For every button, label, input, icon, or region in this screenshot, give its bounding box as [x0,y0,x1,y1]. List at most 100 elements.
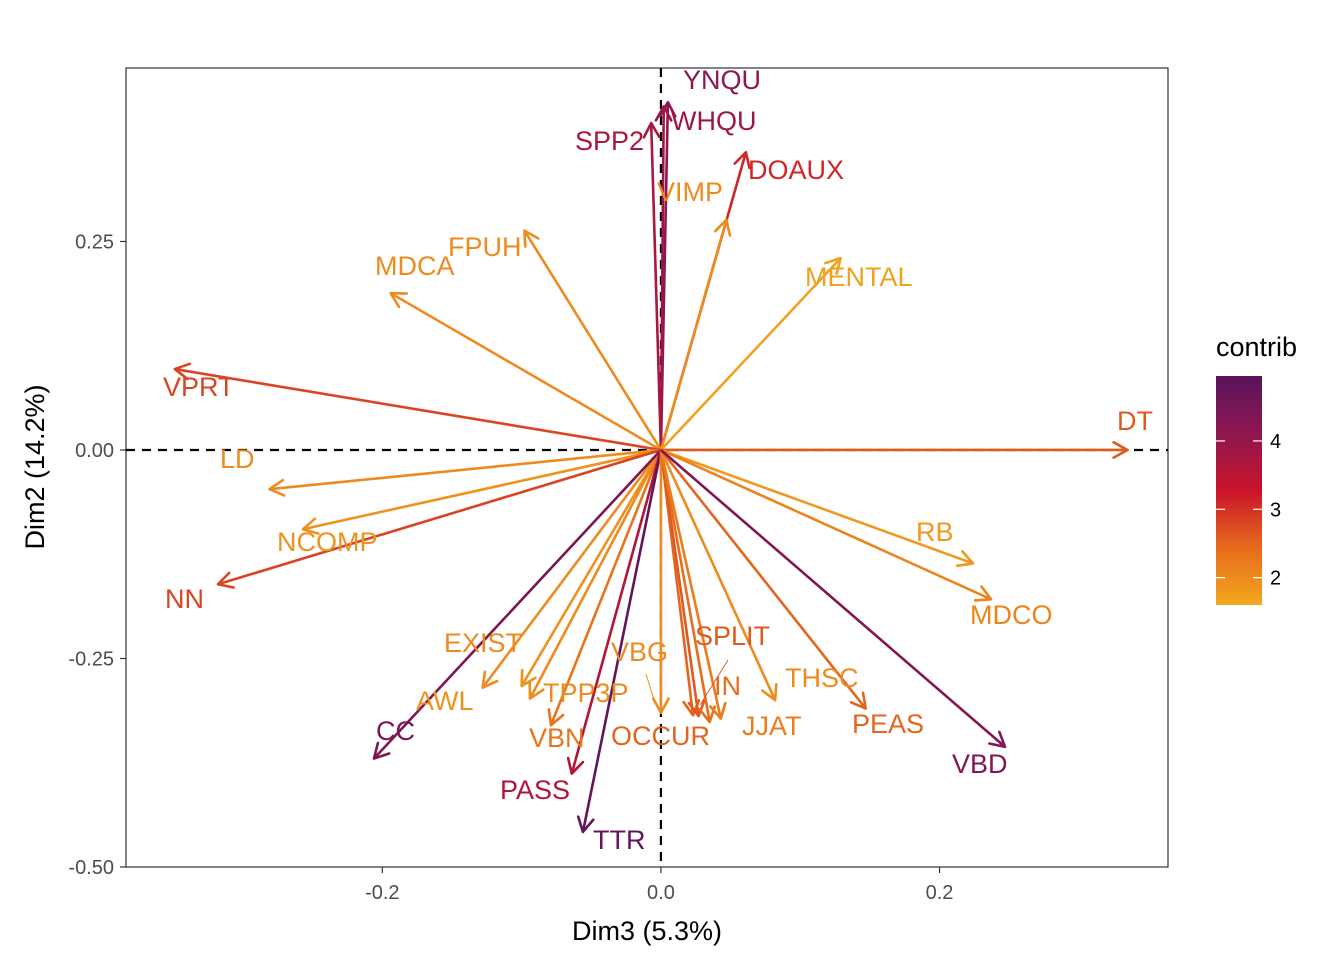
arrowhead-awl [520,668,537,688]
arrow-vprt [174,367,662,452]
x-tick-label: 0.0 [647,882,675,904]
arrow-fpuh [523,229,663,451]
label-cc: CC [376,716,415,746]
y-tick-label: 0.25 [75,231,114,253]
label-mdca: MDCA [375,251,455,281]
arrow-cc [373,449,662,760]
arrowhead-vimp [713,218,732,237]
x-tick-label: -0.2 [365,882,399,904]
arrow-whqu [659,106,666,450]
label-vbg: VBG [611,637,668,667]
arrowhead-exist [481,670,499,689]
arrowhead-pass [566,756,585,775]
label-vprt: VPRT [163,372,235,402]
arrow-tpp3p [528,449,663,700]
label-fpuh: FPUH [448,232,522,262]
arrow-ncomp [302,448,662,531]
arrowhead-spp2 [642,121,661,139]
legend-ticks: 2 3 4 [1216,431,1281,590]
arrow-jjat [659,449,723,719]
y-tick-label: -0.25 [68,648,114,670]
arrowhead-vbd [988,730,1007,749]
x-axis-label: Dim3 (5.3%) [572,916,722,946]
legend-tick-label: 4 [1270,431,1281,453]
x-tick-label: 0.2 [926,882,954,904]
arrow-mdco [660,448,992,601]
arrow-pass [570,449,663,774]
arrowhead-doaux [733,150,751,170]
arrowhead-in [698,705,717,724]
label-ynqu: YNQU [683,65,761,95]
arrowhead-ncomp [301,517,320,535]
label-tpp3p: TPP3P [543,678,629,708]
label-rb: RB [916,517,954,547]
label-occur: OCCUR [611,721,710,751]
arrowhead-thsc [761,682,778,702]
arrow-thsc [659,449,777,701]
arrowhead-nn [216,571,235,589]
y-tick-label: -0.50 [68,857,114,879]
label-jjat: JJAT [742,711,802,741]
label-doaux: DOAUX [748,155,844,185]
arrow-vimp [659,219,728,451]
arrowhead-peas [849,691,868,710]
legend-colorbar [1216,376,1262,605]
label-ttr: TTR [593,825,645,855]
arrow-vbn [549,449,663,726]
x-axis: -0.2 0.0 0.2 [365,867,953,904]
label-vbn: VBN [529,723,585,753]
arrow-vbd [660,449,1006,748]
legend-title: contrib [1216,332,1297,362]
legend-tick-label: 2 [1270,568,1281,590]
arrow-mdca [390,292,662,452]
arrowhead-rb [955,550,975,568]
arrow-rb [660,448,974,565]
arrow-awl [520,449,663,687]
label-mdco: MDCO [970,600,1053,630]
arrowhead-vprt [173,362,192,381]
label-in: IN [714,671,741,701]
legend-tick-label: 3 [1270,499,1281,521]
y-axis-label: Dim2 (14.2%) [20,384,50,549]
y-axis: -0.50 -0.25 0.00 0.25 [68,231,126,879]
y-tick-label: 0.00 [75,440,114,462]
arrowhead-tpp3p [528,681,545,700]
arrowhead-vbn [547,708,565,727]
label-pass: PASS [500,775,570,805]
arrowhead-mdco [973,585,993,602]
legend: contrib 2 3 4 [1216,332,1297,605]
arrow-ld [269,448,662,491]
arrowhead-cc [372,741,391,760]
arrow-exist [481,449,662,689]
arrowhead-mdca [389,291,408,309]
leader-split [699,659,729,706]
arrow-ttr [581,449,663,833]
label-peas: PEAS [852,709,924,739]
label-split: SPLIT [695,621,770,651]
label-exist: EXIST [444,628,522,658]
label-spp2: SPP2 [575,126,644,156]
arrowhead-ld [268,478,286,497]
label-awl: AWL [416,686,474,716]
arrowhead-ttr [576,815,595,834]
label-thsc: THSC [785,663,859,693]
leader-vbg [645,673,656,704]
label-mental: MENTAL [805,262,913,292]
label-ld: LD [220,444,255,474]
arrowhead-whqu [654,105,673,122]
arrowhead-split [687,699,706,718]
label-whqu: WHQU [671,106,756,136]
arrow-in [659,449,711,723]
variable-arrows [173,100,1129,834]
arrowhead-jjat [708,701,727,720]
arrowhead-fpuh [523,229,540,248]
label-vimp: VIMP [657,177,723,207]
label-vbd: VBD [952,749,1008,779]
arrow-nn [217,448,662,586]
arrow-split [659,449,700,717]
label-dt: DT [1117,406,1153,436]
arrowhead-mental [824,256,842,275]
label-ncomp: NCOMP [277,527,378,557]
